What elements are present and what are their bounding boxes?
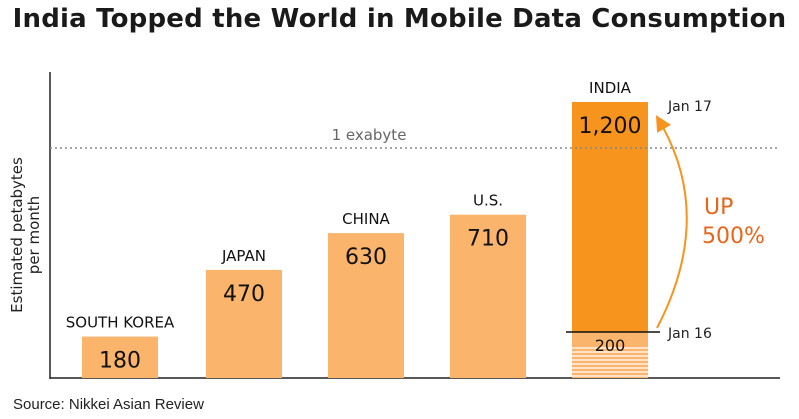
- reference-line-label: 1 exabyte: [332, 126, 407, 144]
- value-label-south-korea: 180: [99, 349, 141, 374]
- value-label-china: 630: [345, 245, 387, 270]
- source-note: Source: Nikkei Asian Review: [13, 396, 204, 413]
- y-axis-label-line-1: Estimated petabytes: [8, 157, 26, 313]
- category-label-u-s: U.S.: [473, 192, 503, 210]
- bar-south-korea: [82, 336, 158, 378]
- bar-india-previous-segment: [572, 332, 648, 378]
- category-label-india: INDIA: [589, 79, 632, 97]
- date-label-jan-17: Jan 17: [667, 99, 712, 115]
- bar-japan: [206, 269, 282, 378]
- value-label-india: 1,200: [579, 114, 642, 139]
- india-previous-value-label: 200: [595, 336, 626, 355]
- value-label-u-s: 710: [467, 227, 509, 252]
- value-label-japan: 470: [223, 282, 265, 307]
- bar-u-s: [450, 214, 526, 378]
- y-axis-label: Estimated petabytes per month: [8, 157, 43, 313]
- category-label-south-korea: SOUTH KOREA: [66, 314, 175, 332]
- bar-china: [328, 233, 404, 378]
- chart-title: India Topped the World in Mobile Data Co…: [12, 4, 787, 34]
- category-label-china: CHINA: [342, 210, 390, 228]
- category-label-japan: JAPAN: [221, 247, 266, 265]
- growth-label-up: UP: [704, 195, 733, 220]
- date-label-jan-16: Jan 16: [667, 326, 712, 342]
- growth-label-percent: 500%: [702, 224, 765, 249]
- growth-arrow: [655, 115, 688, 329]
- y-axis-label-line-2: per month: [25, 196, 43, 274]
